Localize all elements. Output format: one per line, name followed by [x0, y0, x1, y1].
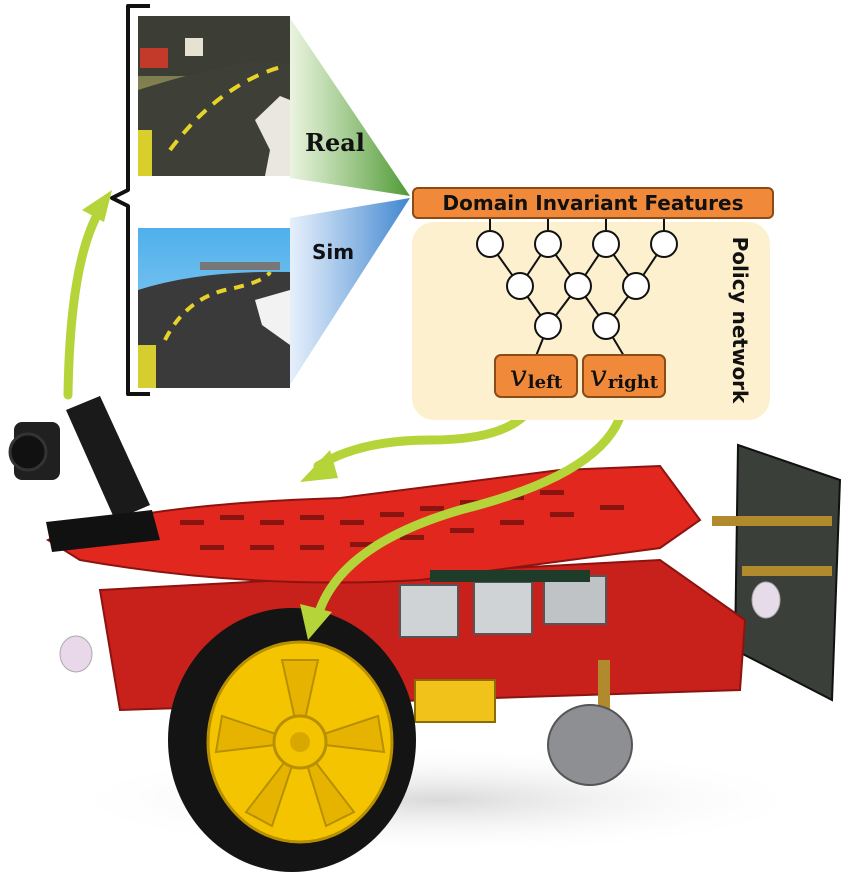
network-node: [506, 272, 534, 300]
robot: [8, 396, 842, 872]
domain-invariant-features-box: Domain Invariant Features: [412, 187, 774, 219]
feedback-arrow: [63, 205, 105, 400]
v-right-arrow: [313, 393, 629, 620]
sim-image: [138, 228, 290, 388]
v-right-arrowhead: [300, 604, 332, 640]
curly-brace: [110, 4, 150, 396]
v-right-symbol: v: [589, 358, 607, 394]
network-node: [534, 230, 562, 258]
features-label: Domain Invariant Features: [442, 191, 744, 215]
real-wedge: [290, 18, 410, 196]
v-left-arrowhead: [300, 450, 338, 482]
v-right-subscript: right: [607, 371, 659, 393]
network-node: [622, 272, 650, 300]
v-left-subscript: left: [527, 371, 563, 393]
v-left-symbol: v: [509, 358, 527, 394]
network-node: [592, 312, 620, 340]
feedback-arrowhead: [82, 190, 112, 222]
network-node: [534, 312, 562, 340]
network-node: [592, 230, 620, 258]
network-node: [564, 272, 592, 300]
sim-label: Sim: [312, 240, 355, 264]
network-node: [476, 230, 504, 258]
real-label: Real: [305, 128, 365, 157]
v-right-output-box: v right: [582, 354, 666, 398]
network-node: [650, 230, 678, 258]
real-image: [138, 16, 290, 176]
v-left-output-box: v left: [494, 354, 578, 398]
policy-network-label: Policy network: [728, 236, 752, 404]
sim-wedge: [290, 198, 410, 385]
